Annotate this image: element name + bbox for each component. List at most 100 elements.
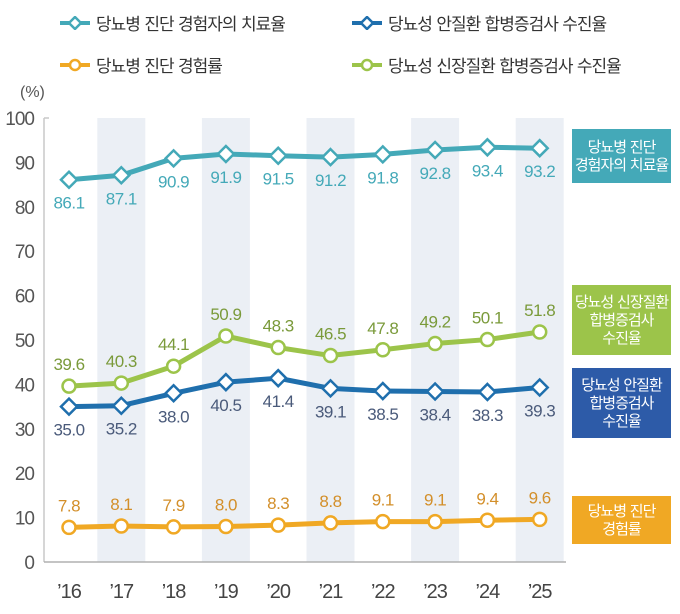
y-tick-label: 90 [15,153,35,174]
legend-item-kidney-exam-rate: 당뇨성 신장질환 합병증검사 수진율 [352,52,622,77]
diamond-marker-icon [60,15,90,30]
data-point-marker [322,347,339,364]
data-label: 40.3 [106,352,137,371]
y-tick-label: 70 [15,242,35,263]
data-point-marker [216,144,236,164]
y-tick-label: 40 [15,375,35,396]
x-tick-label: ’24 [476,581,501,603]
data-label: 91.8 [367,168,398,187]
legend-label: 당뇨병 진단 경험률 [96,57,223,77]
data-label: 38.5 [367,405,398,424]
data-point-marker [59,169,79,190]
data-label: 50.9 [210,305,241,324]
data-label: 91.5 [263,170,294,189]
data-label: 93.4 [472,161,503,180]
data-point-marker [477,382,498,402]
x-tick-label: ’21 [319,581,344,603]
x-tick-label: ’18 [162,581,187,603]
series-line [66,329,543,389]
data-point-marker [270,517,286,533]
data-label: 93.2 [524,162,555,181]
side-label-kidney-exam-rate: 당뇨성 신장질환 합병증검사 수진율 [572,285,671,355]
data-point-marker [529,138,550,158]
data-point-marker [479,512,496,529]
data-point-marker [427,335,443,352]
data-point-marker [322,515,339,531]
data-label: 44.1 [158,335,189,354]
y-tick-label: 80 [15,198,35,219]
data-point-marker [425,140,445,160]
data-point-marker [529,377,550,398]
data-point-marker [163,148,184,169]
data-label: 90.9 [158,172,189,191]
data-point-marker [218,328,234,344]
y-tick-label: 50 [15,331,35,352]
data-point-marker [218,518,234,535]
diamond-marker-icon [352,15,382,30]
data-label: 46.5 [315,325,346,344]
legend-label: 당뇨성 안질환 합병증검사 수진율 [388,15,607,35]
y-axis-unit-label: (%) [20,84,45,101]
y-tick-label: 10 [15,509,35,530]
data-label: 39.1 [315,402,346,421]
data-point-marker [427,513,443,530]
legend-item-treatment-rate: 당뇨병 진단 경험자의 치료율 [60,10,286,35]
series-line [66,516,543,530]
data-point-marker [477,137,498,158]
y-tick-label: 30 [15,420,35,441]
data-point-marker [165,519,182,535]
legend-item-eye-exam-rate: 당뇨성 안질환 합병증검사 수진율 [352,10,607,35]
data-label: 38.0 [158,407,189,426]
shaded-band [515,118,564,562]
data-label: 51.8 [524,301,555,320]
x-tick-label: ’20 [266,581,291,603]
data-label: 9.4 [476,489,498,508]
data-point-marker [113,375,130,391]
data-label: 35.0 [53,421,84,440]
x-tick-label: ’16 [57,581,82,603]
circle-marker-icon [352,58,382,71]
data-point-marker [163,383,184,404]
data-point-marker [165,358,182,374]
data-point-marker [111,395,132,416]
data-label: 39.3 [524,402,555,421]
data-label: 9.1 [372,491,394,510]
data-label: 87.1 [106,189,137,208]
data-label: 35.2 [106,420,137,439]
data-point-marker [61,378,77,394]
data-label: 7.8 [58,496,80,515]
y-tick-label: 20 [15,464,35,485]
data-label: 86.1 [53,194,84,213]
data-label: 92.8 [420,164,451,183]
data-point-marker [373,381,393,401]
data-point-marker [373,144,393,165]
legend-label: 당뇨병 진단 경험자의 치료율 [96,15,286,35]
legend-item-diagnosis-rate: 당뇨병 진단 경험률 [60,52,223,77]
data-label: 38.3 [472,406,503,425]
data-point-marker [425,381,445,402]
data-point-marker [375,513,391,530]
x-tick-label: ’25 [528,581,553,603]
data-label: 41.4 [263,392,294,411]
data-label: 91.9 [210,168,241,187]
data-point-marker [268,368,288,388]
data-point-marker [111,165,132,186]
data-label: 50.1 [472,309,503,328]
data-label: 9.6 [529,488,551,507]
data-label: 8.3 [267,494,289,513]
circle-marker-icon [60,58,90,71]
shaded-band [306,118,355,562]
x-tick-label: ’22 [371,581,396,603]
data-label: 38.4 [420,406,451,425]
x-tick-label: ’23 [423,581,448,603]
data-point-marker [268,145,288,166]
side-label-treatment-rate: 당뇨병 진단 경험자의 치료율 [572,129,671,183]
data-point-marker [216,372,236,392]
legend-label: 당뇨성 신장질환 합병증검사 수진율 [388,57,622,77]
x-tick-label: ’19 [214,581,239,603]
data-point-marker [320,378,341,399]
data-label: 39.6 [53,355,84,374]
series-line [66,375,543,410]
x-tick-label: ’17 [109,581,134,603]
data-point-marker [479,331,496,348]
